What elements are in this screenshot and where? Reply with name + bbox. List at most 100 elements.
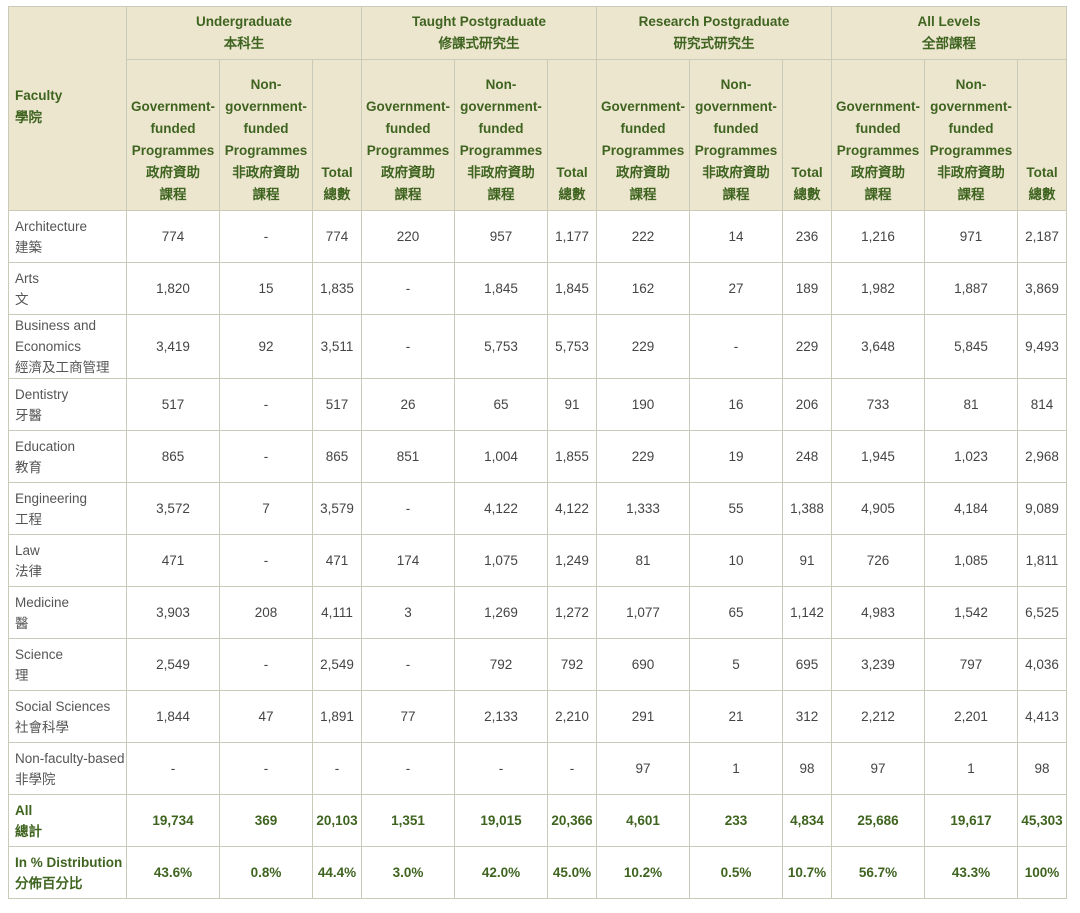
value-cell: 98	[782, 742, 833, 795]
level-zh: 修課式研究生	[438, 36, 520, 51]
value-cell: 3	[361, 586, 455, 639]
table-row: Architecture 建築 774-774 220 957 1,177 222 14 236…	[8, 210, 1068, 263]
value-cell: 3,579	[312, 482, 362, 535]
faculty-name-en: Education	[15, 438, 76, 454]
value-cell: 1,004	[454, 430, 548, 483]
value-cell: 4,983	[831, 586, 926, 639]
faculty-name-zh: 牙醫	[15, 407, 42, 423]
table-row: Education 教育 865-865 851 1,004 1,855 229 19 248 1…	[8, 430, 1068, 483]
faculty-header-zh: 學院	[15, 109, 42, 125]
header-line: Non-	[955, 77, 987, 92]
value-cell: 865	[312, 430, 362, 483]
value-cell: 14	[689, 210, 784, 263]
header-line: 政府資助	[381, 165, 435, 180]
value-cell: 1	[689, 742, 784, 795]
non-gov-funded-header: Non-government-funded Programmes 非政府資助 課程	[924, 59, 1019, 211]
summary-value-cell: 20,366	[546, 794, 598, 847]
header-line: 課程	[864, 187, 892, 202]
value-cell: -	[219, 430, 313, 483]
level-en: Taught Postgraduate	[412, 14, 547, 29]
value-cell: 15	[219, 262, 313, 315]
faculty-name-zh: 醫	[15, 615, 29, 631]
value-cell: 1,891	[312, 690, 362, 743]
value-cell: 695	[782, 638, 833, 691]
faculty-name-en: Economics	[15, 339, 82, 354]
value-cell: 1,023	[924, 430, 1019, 483]
header-line: funded	[478, 121, 524, 136]
total-row: All 總計 19,734 369 20,103 1,351 19,015 20,366 4,6…	[8, 794, 1068, 847]
value-cell: 77	[361, 690, 455, 743]
faculty-name-en: Engineering	[15, 490, 88, 506]
faculty-name-cell: Social Sciences 社會科學	[8, 690, 127, 743]
header-line: 課程	[487, 187, 515, 202]
level-en: All Levels	[917, 14, 981, 29]
value-cell: 229	[596, 430, 691, 483]
header-line: 課程	[629, 187, 657, 202]
value-cell: 208	[219, 586, 313, 639]
header-line: Total	[321, 165, 353, 180]
value-cell: 3,648	[831, 314, 926, 379]
value-cell: 2,201	[924, 690, 1019, 743]
value-cell: 5,753	[546, 314, 598, 379]
summary-value-cell: 42.0%	[454, 846, 548, 899]
summary-value-cell: 25,686	[831, 794, 926, 847]
value-cell: 1,272	[546, 586, 598, 639]
value-cell: 4,184	[924, 482, 1019, 535]
value-cell: 55	[689, 482, 784, 535]
value-cell: 312	[782, 690, 833, 743]
value-cell: 851	[361, 430, 455, 483]
value-cell: 21	[689, 690, 784, 743]
faculty-name-cell: Science 理	[8, 638, 127, 691]
faculty-name-zh: 理	[15, 667, 29, 683]
summary-label-zh: 總計	[15, 823, 42, 839]
value-cell: 690	[596, 638, 691, 691]
summary-value-cell: 10.7%	[782, 846, 833, 899]
faculty-name-cell: Medicine 醫	[8, 586, 127, 639]
faculty-name-cell: Education 教育	[8, 430, 127, 483]
value-cell: 1,075	[454, 534, 548, 587]
value-cell: 1,177	[546, 210, 598, 263]
faculty-name-en: Business and	[15, 318, 97, 333]
summary-value-cell: 0.8%	[219, 846, 313, 899]
header-line: Government-	[601, 99, 686, 114]
value-cell: 9,493	[1017, 314, 1068, 379]
value-cell: 1,216	[831, 210, 926, 263]
faculty-name-cell: Engineering 工程	[8, 482, 127, 535]
gov-funded-header: Government-funded Programmes 政府資助 課程	[596, 59, 691, 211]
value-cell: -	[219, 378, 313, 431]
value-cell: 1,333	[596, 482, 691, 535]
header-line: Programmes	[694, 143, 778, 158]
faculty-header: Faculty 學院	[8, 6, 127, 211]
value-cell: 190	[596, 378, 691, 431]
summary-value-cell: 1,351	[361, 794, 455, 847]
value-cell: 248	[782, 430, 833, 483]
summary-value-cell: 20,103	[312, 794, 362, 847]
value-cell: 2,133	[454, 690, 548, 743]
value-cell: -	[219, 534, 313, 587]
value-cell: 4,905	[831, 482, 926, 535]
value-cell: 206	[782, 378, 833, 431]
value-cell: 797	[924, 638, 1019, 691]
value-cell: -	[361, 314, 455, 379]
faculty-name-zh: 社會科學	[15, 719, 69, 735]
value-cell: -	[312, 742, 362, 795]
value-cell: 3,419	[126, 314, 220, 379]
level-header-research-postgraduate: Research Postgraduate 研究式研究生	[596, 6, 833, 60]
total-header: Total 總數	[312, 59, 362, 211]
value-cell: 1,085	[924, 534, 1019, 587]
value-cell: 65	[454, 378, 548, 431]
faculty-name-en: Science	[15, 646, 64, 662]
header-line: 課程	[394, 187, 422, 202]
faculty-name-cell: Arts 文	[8, 262, 127, 315]
enrolment-table: Faculty 學院 Undergraduate 本科生 Taught Post…	[8, 6, 1068, 899]
value-cell: 97	[596, 742, 691, 795]
header-line: funded	[385, 121, 431, 136]
header-line: Programmes	[459, 143, 543, 158]
header-line: 非政府資助	[232, 165, 300, 180]
table-row: Engineering 工程 3,572 7 3,579-4,122 4,122 1,333…	[8, 482, 1068, 535]
distribution-row: In % Distribution 分佈百分比 43.6% 0.8% 44.4% 3.0%…	[8, 846, 1068, 899]
value-cell: 9,089	[1017, 482, 1068, 535]
value-cell: 174	[361, 534, 455, 587]
value-cell: 5,845	[924, 314, 1019, 379]
value-cell: 3,903	[126, 586, 220, 639]
